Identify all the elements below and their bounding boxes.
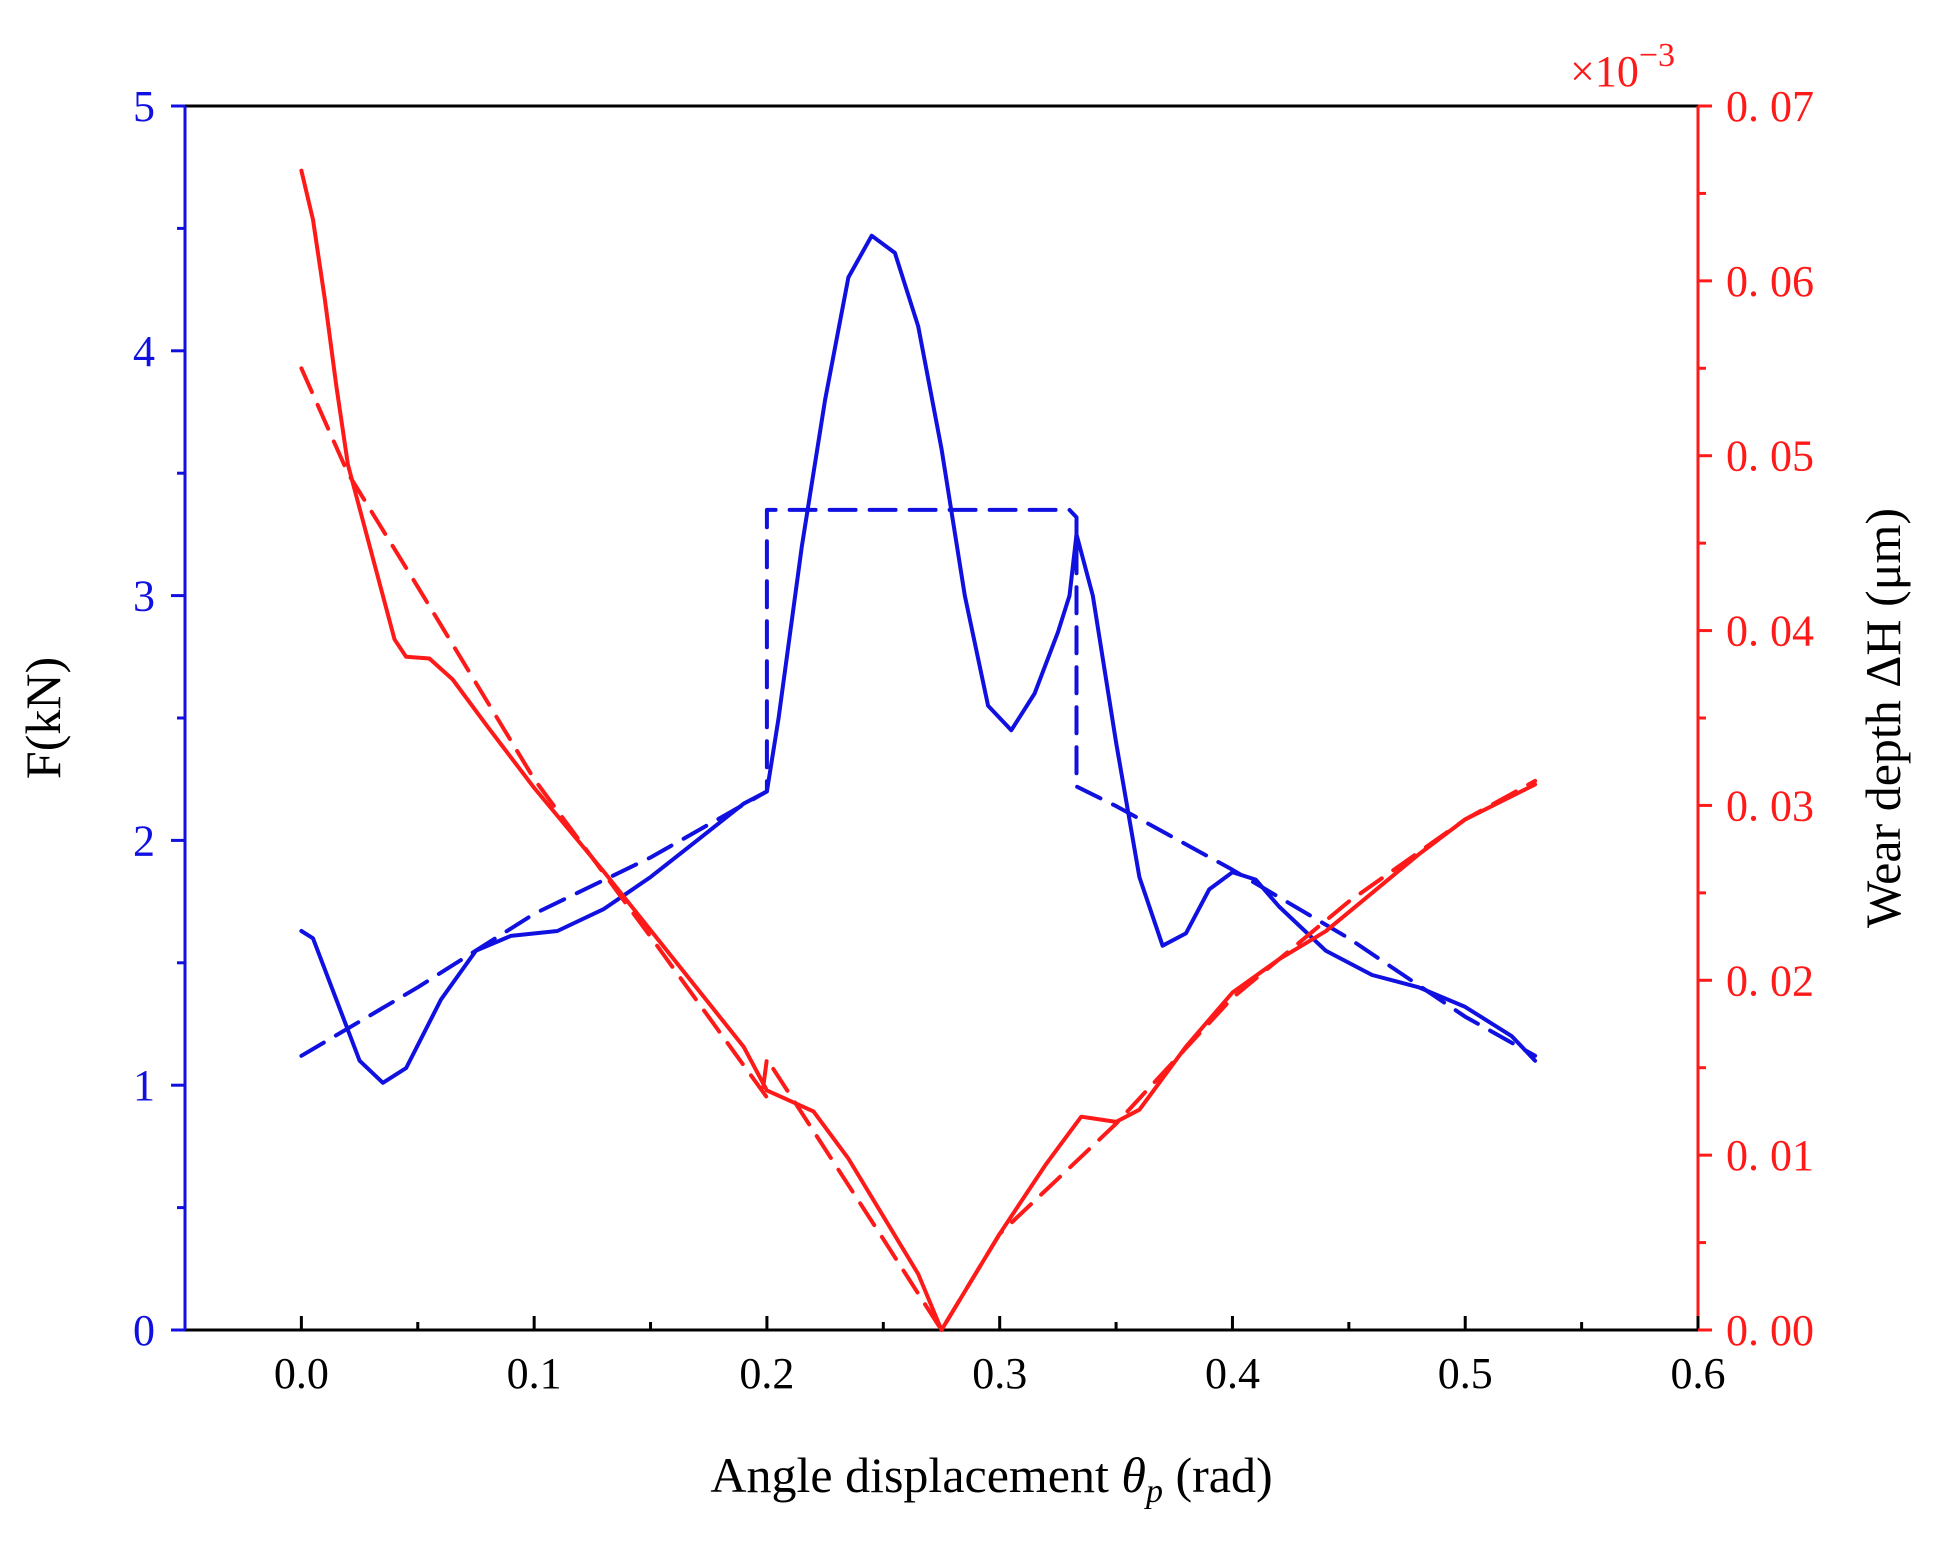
x-axis-title-subscript: p	[1144, 1473, 1163, 1510]
multiplier-exponent: −3	[1639, 37, 1675, 74]
x-axis-title-suffix: (rad)	[1163, 1447, 1273, 1503]
x-tick-label: 0.5	[1438, 1349, 1493, 1398]
y-right-tick-label: 0. 01	[1726, 1131, 1814, 1180]
x-tick-label: 0.6	[1671, 1349, 1726, 1398]
y-left-tick-label: 1	[133, 1061, 155, 1110]
x-tick-label: 0.1	[507, 1349, 562, 1398]
x-tick-label: 0.0	[274, 1349, 329, 1398]
multiplier-base: ×10	[1570, 47, 1639, 96]
x-axis-title: Angle displacement θp (rad)	[710, 1447, 1272, 1510]
y-left-tick-label: 0	[133, 1306, 155, 1355]
x-tick-label: 0.4	[1205, 1349, 1260, 1398]
series-group	[299, 168, 1538, 1332]
force-dashed-line	[299, 507, 1538, 1058]
y-left-tick-label: 5	[133, 82, 155, 131]
x-tick-label: 0.2	[739, 1349, 794, 1398]
y-right-tick-label: 0. 05	[1726, 432, 1814, 481]
labels-group: F(kN) Wear depth ΔH (μm) Angle displacem…	[15, 37, 1911, 1510]
y-right-tick-label: 0. 00	[1726, 1306, 1814, 1355]
y-axis-right-title: Wear depth ΔH (μm)	[1855, 508, 1911, 928]
y-left-tick-label: 4	[133, 327, 155, 376]
wear-depth-solid-line	[299, 168, 1538, 1332]
y-right-tick-label: 0. 06	[1726, 257, 1814, 306]
x-axis-title-prefix: Angle displacement	[710, 1447, 1121, 1503]
x-axis-title-symbol: θ	[1121, 1447, 1146, 1503]
right-axis-multiplier: ×10−3	[1570, 37, 1675, 96]
y-right-tick-label: 0. 07	[1726, 82, 1814, 131]
y-left-tick-label: 3	[133, 572, 155, 621]
y-right-tick-label: 0. 03	[1726, 781, 1814, 830]
y-right-tick-label: 0. 04	[1726, 607, 1814, 656]
wear-depth-dashed-line	[299, 366, 1538, 1332]
axes-group	[171, 104, 1712, 1332]
y-axis-left-title: F(kN)	[15, 657, 71, 779]
x-tick-label: 0.3	[972, 1349, 1027, 1398]
force-solid-line	[299, 233, 1538, 1085]
y-right-tick-label: 0. 02	[1726, 956, 1814, 1005]
y-left-tick-label: 2	[133, 816, 155, 865]
